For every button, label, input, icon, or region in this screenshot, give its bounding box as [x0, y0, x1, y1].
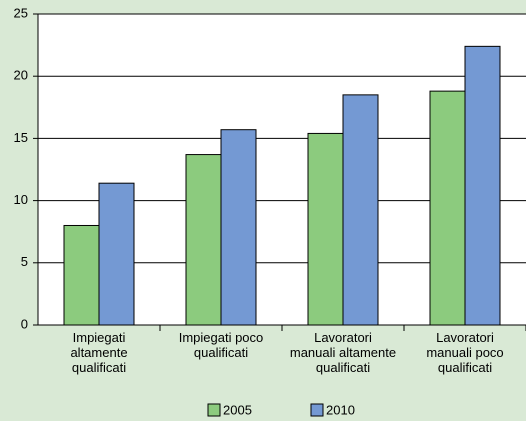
- legend-swatch: [310, 403, 324, 417]
- x-tick-label: Lavoratori manuali poco qualificati: [426, 330, 504, 375]
- x-tick-label-box: Lavoratori manuali altamente qualificati: [289, 330, 397, 375]
- y-tick-label: 0: [21, 316, 28, 331]
- y-tick-label: 10: [14, 192, 28, 207]
- bar: [464, 45, 501, 326]
- x-tick-label: Impiegati altamente qualificati: [70, 330, 128, 375]
- y-tick-label: 25: [14, 5, 28, 20]
- bar: [307, 132, 344, 326]
- y-tick-label: 15: [14, 130, 28, 145]
- x-tick-label-box: Impiegati altamente qualificati: [70, 330, 128, 375]
- y-tick-label: 5: [21, 254, 28, 269]
- legend-label: 2010: [326, 402, 355, 417]
- bar: [63, 224, 100, 326]
- bar: [185, 154, 222, 326]
- y-tick-label: 20: [14, 68, 28, 83]
- bar: [98, 182, 135, 326]
- x-tick-label-box: Impiegati poco qualificati: [178, 330, 264, 360]
- legend-label: 2005: [223, 402, 252, 417]
- bar: [429, 90, 466, 326]
- bar: [220, 129, 257, 326]
- x-tick-label: Impiegati poco qualificati: [178, 330, 264, 360]
- legend-swatch: [207, 403, 221, 417]
- x-tick-label-box: Lavoratori manuali poco qualificati: [426, 330, 504, 375]
- bar: [342, 94, 379, 326]
- x-tick-label: Lavoratori manuali altamente qualificati: [289, 330, 397, 375]
